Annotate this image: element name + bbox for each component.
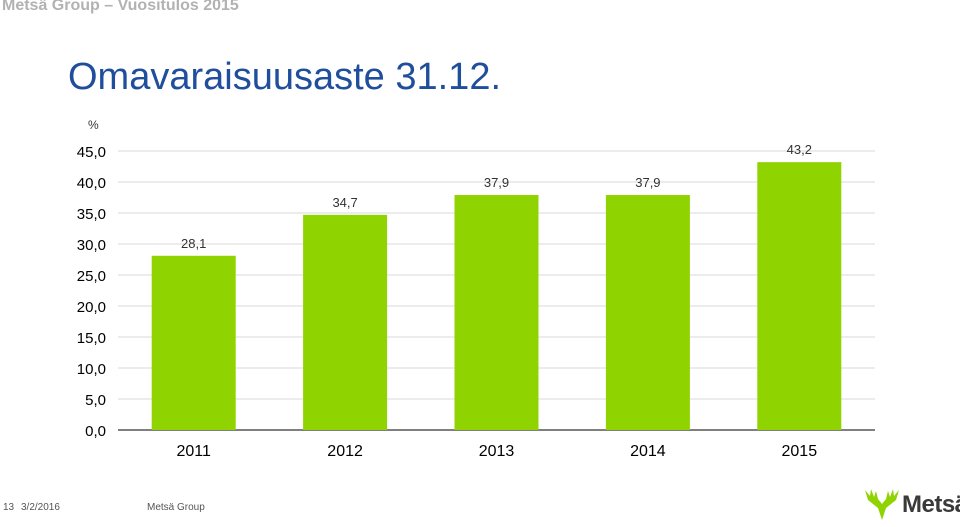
bar-2015 (757, 162, 842, 430)
bar-2012 (303, 214, 388, 430)
y-tick-label: 35,0 (77, 206, 106, 223)
x-tick-label: 2012 (327, 443, 363, 460)
y-tick-label: 10,0 (77, 361, 106, 378)
x-tick-label: 2015 (782, 443, 818, 460)
unit-label: % (88, 118, 99, 132)
y-tick-label: 5,0 (85, 392, 106, 409)
value-label: 43,2 (787, 142, 812, 157)
bar-2011 (151, 255, 236, 430)
logo-wordmark: Metsä (902, 491, 960, 518)
y-tick-label: 45,0 (77, 144, 106, 161)
value-label: 37,9 (484, 175, 509, 190)
metsa-logo: Metsä (862, 486, 960, 522)
bar-chart: % 0,0 5,0 10,0 15,0 20,0 25,0 30,0 35,0 40,0 45,0… (77, 118, 875, 460)
page-number: 13 (3, 502, 15, 513)
chart-title: Omavaraisuusaste 31.12. (68, 56, 502, 98)
x-tick-label: 2011 (176, 443, 211, 460)
x-tick-label: 2014 (630, 443, 666, 460)
moose-antlers-icon (865, 489, 899, 520)
y-tick-label: 30,0 (77, 237, 106, 254)
bar-2013 (454, 195, 539, 430)
y-tick-label: 25,0 (77, 268, 106, 285)
value-label: 37,9 (635, 175, 660, 190)
y-tick-label: 40,0 (77, 175, 106, 192)
y-tick-label: 0,0 (85, 423, 106, 440)
y-tick-label: 20,0 (77, 299, 106, 316)
y-tick-label: 15,0 (77, 330, 106, 347)
bar-2014 (605, 195, 690, 430)
footer-company: Metsä Group (147, 502, 205, 513)
x-tick-label: 2013 (479, 443, 515, 460)
value-label: 28,1 (181, 236, 206, 251)
value-label: 34,7 (332, 195, 357, 210)
presentation-header: Metsä Group – Vuositulos 2015 (2, 0, 239, 14)
footer-date: 3/2/2016 (21, 502, 60, 513)
